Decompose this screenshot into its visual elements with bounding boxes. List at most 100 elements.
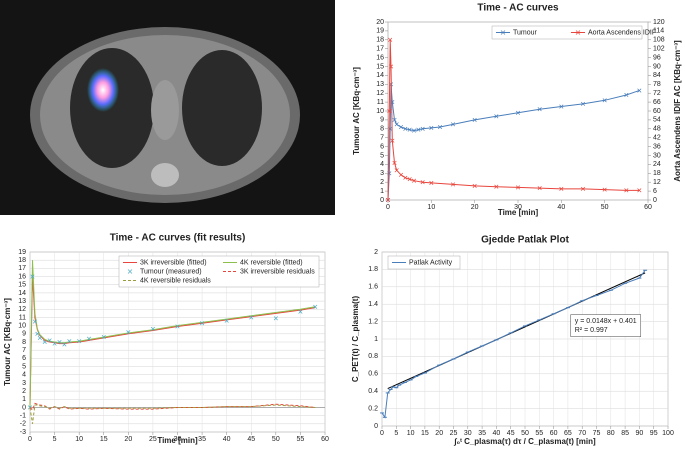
y2-tick-label: 48 bbox=[653, 126, 661, 133]
x-tick-label: 20 bbox=[124, 436, 132, 443]
y-tick-label: 12 bbox=[18, 306, 26, 313]
y2-tick-label: 114 bbox=[653, 28, 664, 35]
x-tick-label: 20 bbox=[435, 430, 443, 437]
y-axis-label: Tumour AC [KBq·cm⁻³] bbox=[352, 67, 361, 155]
marker bbox=[57, 339, 62, 345]
x-tick-label: 0 bbox=[386, 204, 390, 211]
marker bbox=[224, 318, 229, 323]
y2-axis-label: Aorta Ascendens IDIF AC [KBq·cm⁻³] bbox=[673, 40, 682, 182]
annotation: R² = 0.997 bbox=[575, 327, 608, 334]
y-tick-label: 8 bbox=[380, 126, 384, 133]
y2-tick-label: 12 bbox=[653, 179, 661, 186]
marker bbox=[249, 315, 254, 320]
x-tick-label: 20 bbox=[471, 204, 479, 211]
y-tick-label: 4 bbox=[22, 372, 26, 379]
x-axis-label: Time [min] bbox=[157, 436, 198, 445]
y-tick-label: 6 bbox=[22, 355, 26, 362]
y-tick-label: 1 bbox=[380, 188, 384, 195]
y-tick-label: 2 bbox=[22, 388, 26, 395]
y-tick-label: 0.8 bbox=[368, 353, 378, 360]
y-tick-label: 11 bbox=[19, 314, 26, 321]
marker bbox=[637, 88, 642, 93]
legend bbox=[118, 255, 320, 288]
x-tick-label: 10 bbox=[427, 204, 435, 211]
marker bbox=[52, 341, 57, 346]
y-tick-label: 19 bbox=[18, 249, 26, 256]
y-tick-label: 14 bbox=[18, 290, 26, 297]
x-tick-label: 55 bbox=[535, 430, 543, 437]
legend-label: 3K irreversible (fitted) bbox=[140, 259, 207, 266]
y-tick-label: 1.8 bbox=[368, 266, 378, 273]
y2-tick-label: 108 bbox=[653, 37, 665, 44]
legend-label: Tumour (measured) bbox=[140, 268, 202, 275]
annotation-box bbox=[570, 314, 642, 337]
x-tick-label: 35 bbox=[198, 436, 206, 443]
x-tick-label: 50 bbox=[272, 436, 280, 443]
y-tick-label: -1 bbox=[20, 412, 26, 419]
legend-label: 4K reversible residuals bbox=[140, 277, 211, 284]
x-tick-label: 0 bbox=[28, 436, 32, 443]
legend-label: Tumour bbox=[513, 29, 538, 36]
x-tick-label: 80 bbox=[607, 430, 615, 437]
x-tick-label: 75 bbox=[593, 430, 601, 437]
y-tick-label: 2 bbox=[380, 179, 384, 186]
y2-tick-label: 120 bbox=[653, 19, 665, 26]
y-tick-label: 1.2 bbox=[368, 318, 378, 325]
y-tick-label: 20 bbox=[376, 19, 384, 26]
marker bbox=[313, 304, 318, 309]
x-tick-label: 40 bbox=[223, 436, 231, 443]
y-tick-label: 15 bbox=[376, 63, 384, 70]
x-axis-label: ∫₀ᵗ C_plasma(τ) dτ / C_plasma(t) [min] bbox=[453, 437, 596, 446]
y-tick-label: 16 bbox=[376, 54, 384, 61]
x-tick-label: 15 bbox=[100, 436, 108, 443]
legend-label: Aorta Ascendens IDIF bbox=[588, 29, 656, 36]
y-tick-label: 4 bbox=[380, 161, 384, 168]
y2-tick-label: 84 bbox=[653, 72, 661, 79]
y-tick-label: 1 bbox=[374, 336, 378, 343]
y-tick-label: 0.6 bbox=[368, 371, 378, 378]
y-tick-label: 18 bbox=[376, 37, 384, 44]
marker bbox=[200, 321, 205, 326]
chart-title: Time - AC curves bbox=[477, 3, 559, 14]
x-tick-label: 25 bbox=[149, 436, 157, 443]
marker bbox=[37, 335, 42, 340]
series-line bbox=[381, 270, 646, 419]
y-tick-label: 13 bbox=[376, 81, 384, 88]
y-tick-label: 1.6 bbox=[368, 284, 378, 291]
y-tick-label: 5 bbox=[380, 152, 384, 159]
marker bbox=[637, 188, 642, 193]
marker bbox=[42, 339, 47, 345]
annotation: y = 0.0148x + 0.401 bbox=[575, 318, 637, 325]
y-tick-label: 0.4 bbox=[368, 388, 378, 395]
chart-title: Gjedde Patlak Plot bbox=[481, 235, 569, 246]
x-tick-label: 90 bbox=[636, 430, 644, 437]
y-axis-label: Tumour AC [KBq·cm⁻³] bbox=[3, 298, 12, 386]
x-tick-label: 5 bbox=[53, 436, 57, 443]
x-tick-label: 60 bbox=[321, 436, 329, 443]
y-tick-label: 9 bbox=[22, 331, 26, 338]
marker bbox=[30, 274, 35, 279]
y-axis-label: C_PET(t) / C_plasma(t) bbox=[351, 296, 360, 383]
y-tick-label: 17 bbox=[376, 46, 384, 53]
x-tick-label: 0 bbox=[380, 430, 384, 437]
y-tick-label: 0 bbox=[22, 404, 26, 411]
y-tick-label: 19 bbox=[376, 28, 384, 35]
y-tick-label: -2 bbox=[20, 421, 26, 428]
y2-tick-label: 36 bbox=[653, 143, 661, 150]
y2-tick-label: 54 bbox=[653, 117, 661, 124]
marker bbox=[35, 331, 40, 336]
y-tick-label: 15 bbox=[18, 282, 26, 289]
y-tick-label: 16 bbox=[18, 273, 26, 280]
y-tick-label: 13 bbox=[18, 298, 26, 305]
x-tick-label: 55 bbox=[297, 436, 305, 443]
x-axis-label: Time [min] bbox=[498, 208, 539, 217]
marker bbox=[62, 342, 67, 347]
plot-area bbox=[387, 21, 649, 201]
y-tick-label: 0 bbox=[374, 423, 378, 430]
y-tick-label: 6 bbox=[380, 143, 384, 150]
y2-tick-label: 66 bbox=[653, 99, 661, 106]
marker bbox=[86, 336, 92, 341]
y2-tick-label: 60 bbox=[653, 108, 661, 115]
x-tick-label: 30 bbox=[174, 436, 182, 443]
